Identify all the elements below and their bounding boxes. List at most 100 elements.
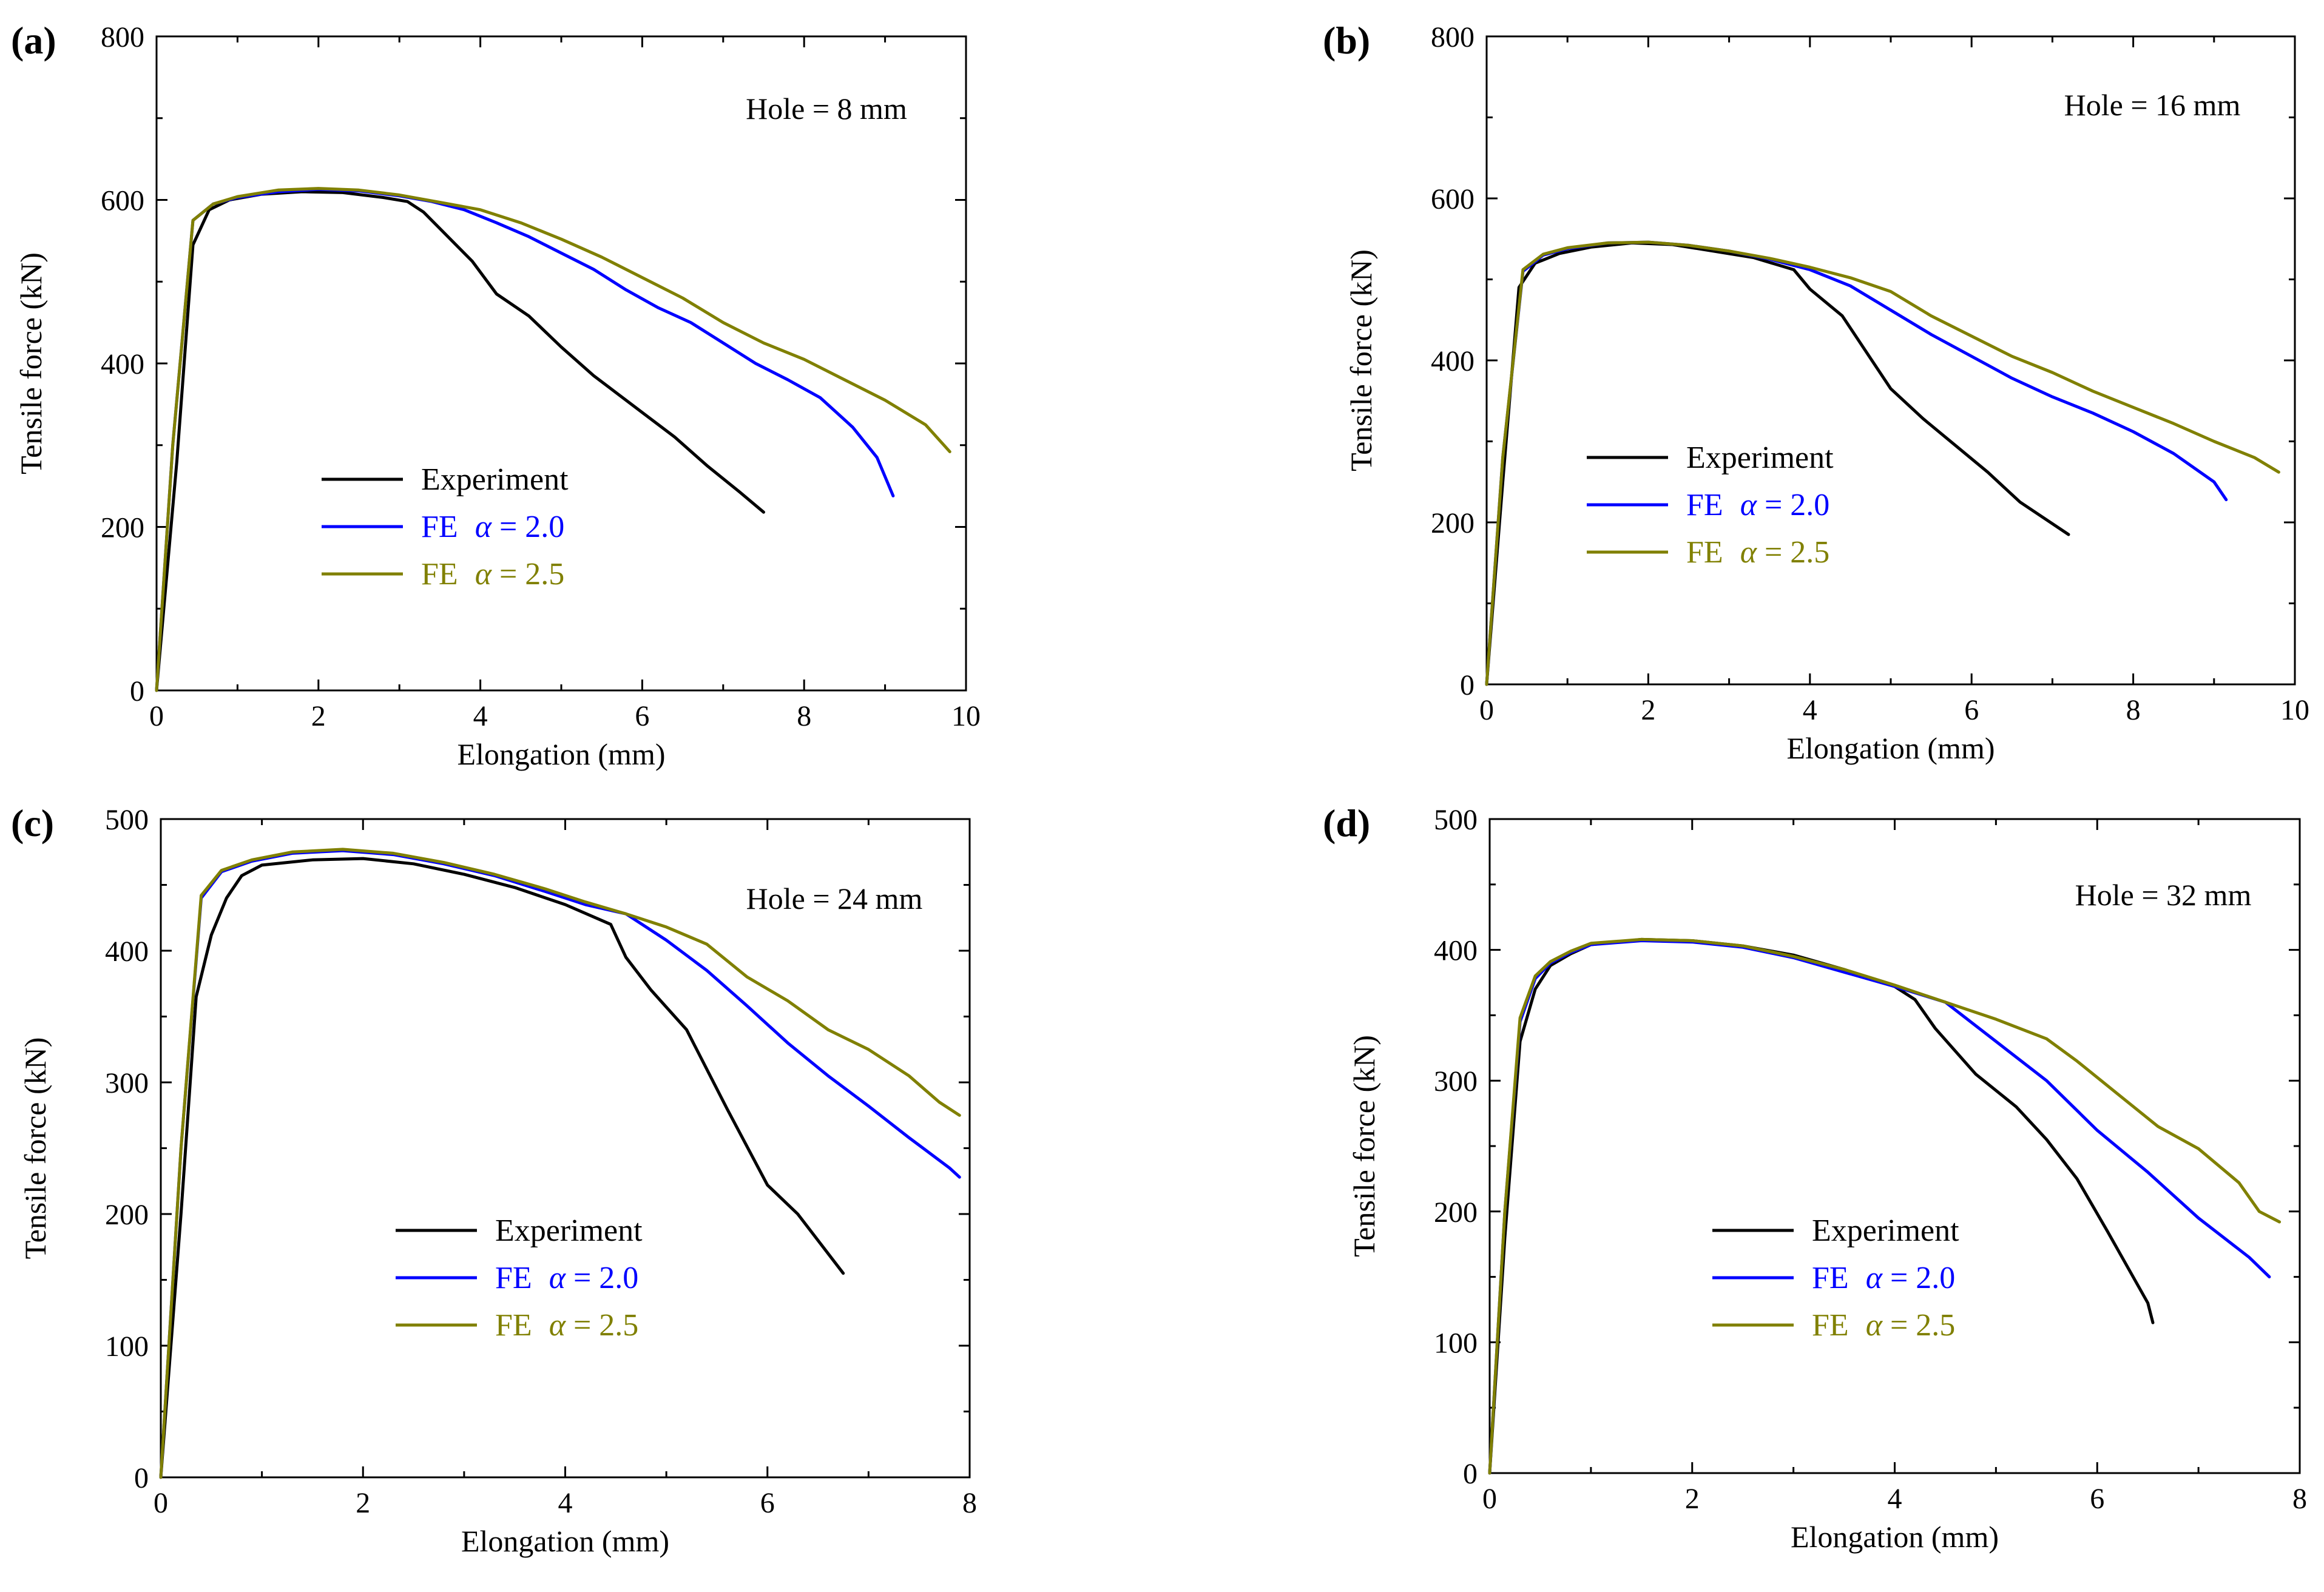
x-axis-title: Elongation (mm) [1791,1520,1999,1554]
series-line-experiment [155,190,765,692]
y-tick-label: 400 [101,348,144,380]
x-tick-label: 10 [2280,694,2309,726]
x-tick-label: 4 [558,1487,573,1519]
series-line-experiment [1485,241,2070,686]
legend: Experiment FE α = 2.0 FE α = 2.5 [1712,1213,1959,1343]
y-tick-label: 400 [105,936,149,968]
series-line-fe20 [155,187,895,692]
y-tick-label: 0 [130,675,144,707]
legend: Experiment FE α = 2.0 FE α = 2.5 [1587,440,1834,570]
y-tick-label: 0 [134,1462,149,1494]
y-tick-label: 300 [1434,1065,1478,1098]
hole-size-note: Hole = 24 mm [746,882,923,916]
x-tick-label: 8 [962,1487,977,1519]
legend-label-prefix: FE [1812,1261,1849,1295]
y-tick-label: 500 [1434,804,1478,836]
y-axis-title: Tensile force (kN) [18,1037,52,1260]
x-tick-label: 2 [356,1487,370,1519]
x-axis-title: Elongation (mm) [1787,731,1995,765]
chart-panel-a: 0 2 4 6 8 10 0 200 400 600 800 Elongation (mm) Tensi… [11,19,981,771]
y-tick-label: 200 [1434,1196,1478,1229]
plot-frame [1485,35,2296,686]
legend-label-text: Experiment [1686,440,1834,475]
x-tick-label: 6 [760,1487,775,1519]
legend-label-prefix: FE [1686,488,1723,522]
legend-label-symbol: α [1866,1261,1883,1295]
x-tick-label: 8 [2126,694,2141,726]
legend-label-prefix: FE [1812,1308,1849,1343]
x-axis-title: Elongation (mm) [458,737,666,771]
y-axis-title: Tensile force (kN) [1347,1035,1381,1257]
x-tick-label: 2 [1685,1483,1700,1515]
x-tick-label: 8 [797,700,811,732]
y-tick-label: 200 [101,512,144,544]
legend-label-text: Experiment [1812,1213,1959,1248]
series-line-fe20 [1485,240,2228,686]
y-tick-label: 200 [105,1199,149,1231]
chart-panel-b: 0 2 4 6 8 10 0 200 400 600 800 Elongation (mm) Tensi… [1323,19,2309,765]
legend-label-fe25: FE α = 2.5 [421,557,564,592]
plot-frame [155,35,967,692]
x-tick-label: 6 [635,700,649,732]
x-tick-label: 0 [1482,1483,1497,1515]
legend-label-fe20: FE α = 2.0 [421,510,564,544]
x-tick-label: 4 [1803,694,1817,726]
panel-label: (a) [11,19,56,62]
legend-label-symbol: α [1740,488,1758,522]
series-line-experiment [1488,937,2155,1475]
series-line-fe20 [159,849,961,1479]
y-tick-label: 300 [105,1067,149,1099]
legend-label-experiment: Experiment [421,462,569,497]
series-line-fe25 [159,848,961,1479]
legend-label-suffix: = 2.0 [1757,488,1829,522]
legend: Experiment FE α = 2.0 FE α = 2.5 [396,1213,643,1343]
x-tick-label: 4 [473,700,488,732]
plot-frame [1488,818,2301,1474]
legend-label-text: Experiment [421,462,569,497]
legend-label-symbol: α [549,1308,567,1343]
x-tick-label: 6 [2090,1483,2104,1515]
legend-label-symbol: α [475,557,493,592]
legend-label-fe25: FE α = 2.5 [1686,535,1829,570]
legend-label-experiment: Experiment [1686,440,1834,475]
y-tick-label: 100 [105,1331,149,1363]
series-line-experiment [159,857,845,1479]
hole-size-note: Hole = 32 mm [2075,878,2252,912]
y-tick-label: 400 [1434,935,1478,967]
x-axis-title: Elongation (mm) [461,1524,669,1558]
plot-frame [160,818,971,1479]
y-tick-label: 500 [105,804,149,836]
series-line-fe25 [155,187,951,692]
legend-label-suffix: = 2.0 [1882,1261,1955,1295]
hole-size-note: Hole = 16 mm [2064,88,2241,122]
y-axis-title: Tensile force (kN) [14,252,48,474]
legend-label-fe20: FE α = 2.0 [1812,1261,1955,1295]
legend-label-fe25: FE α = 2.5 [495,1308,638,1343]
legend-label-text: Experiment [495,1213,643,1248]
series-line-fe20 [1488,939,2271,1475]
panel-label: (d) [1323,801,1370,845]
legend-label-fe20: FE α = 2.0 [495,1261,638,1295]
x-tick-label: 10 [951,700,981,732]
y-tick-label: 200 [1431,507,1474,539]
x-tick-label: 2 [1641,694,1655,726]
x-tick-label: 8 [2292,1483,2307,1515]
chart-panel-c: 0 2 4 6 8 0 100 200 300 400 500 Elongation (mm) Tens… [11,801,977,1558]
panel-label: (c) [11,801,54,845]
legend-label-prefix: FE [421,557,458,592]
x-tick-label: 0 [1479,694,1494,726]
legend-label-symbol: α [1740,535,1758,570]
chart-panel-d: 0 2 4 6 8 0 100 200 300 400 500 Elongation (mm) Tens… [1323,801,2307,1554]
legend-label-experiment: Experiment [1812,1213,1959,1248]
legend: Experiment FE α = 2.0 FE α = 2.5 [322,462,569,592]
y-tick-label: 600 [1431,183,1474,215]
y-axis-title: Tensile force (kN) [1344,249,1378,471]
legend-label-prefix: FE [495,1261,532,1295]
legend-label-prefix: FE [495,1308,532,1343]
legend-label-suffix: = 2.5 [491,557,564,592]
legend-label-suffix: = 2.0 [566,1261,638,1295]
legend-label-experiment: Experiment [495,1213,643,1248]
hole-size-note: Hole = 8 mm [746,92,907,126]
legend-label-suffix: = 2.0 [491,510,564,544]
